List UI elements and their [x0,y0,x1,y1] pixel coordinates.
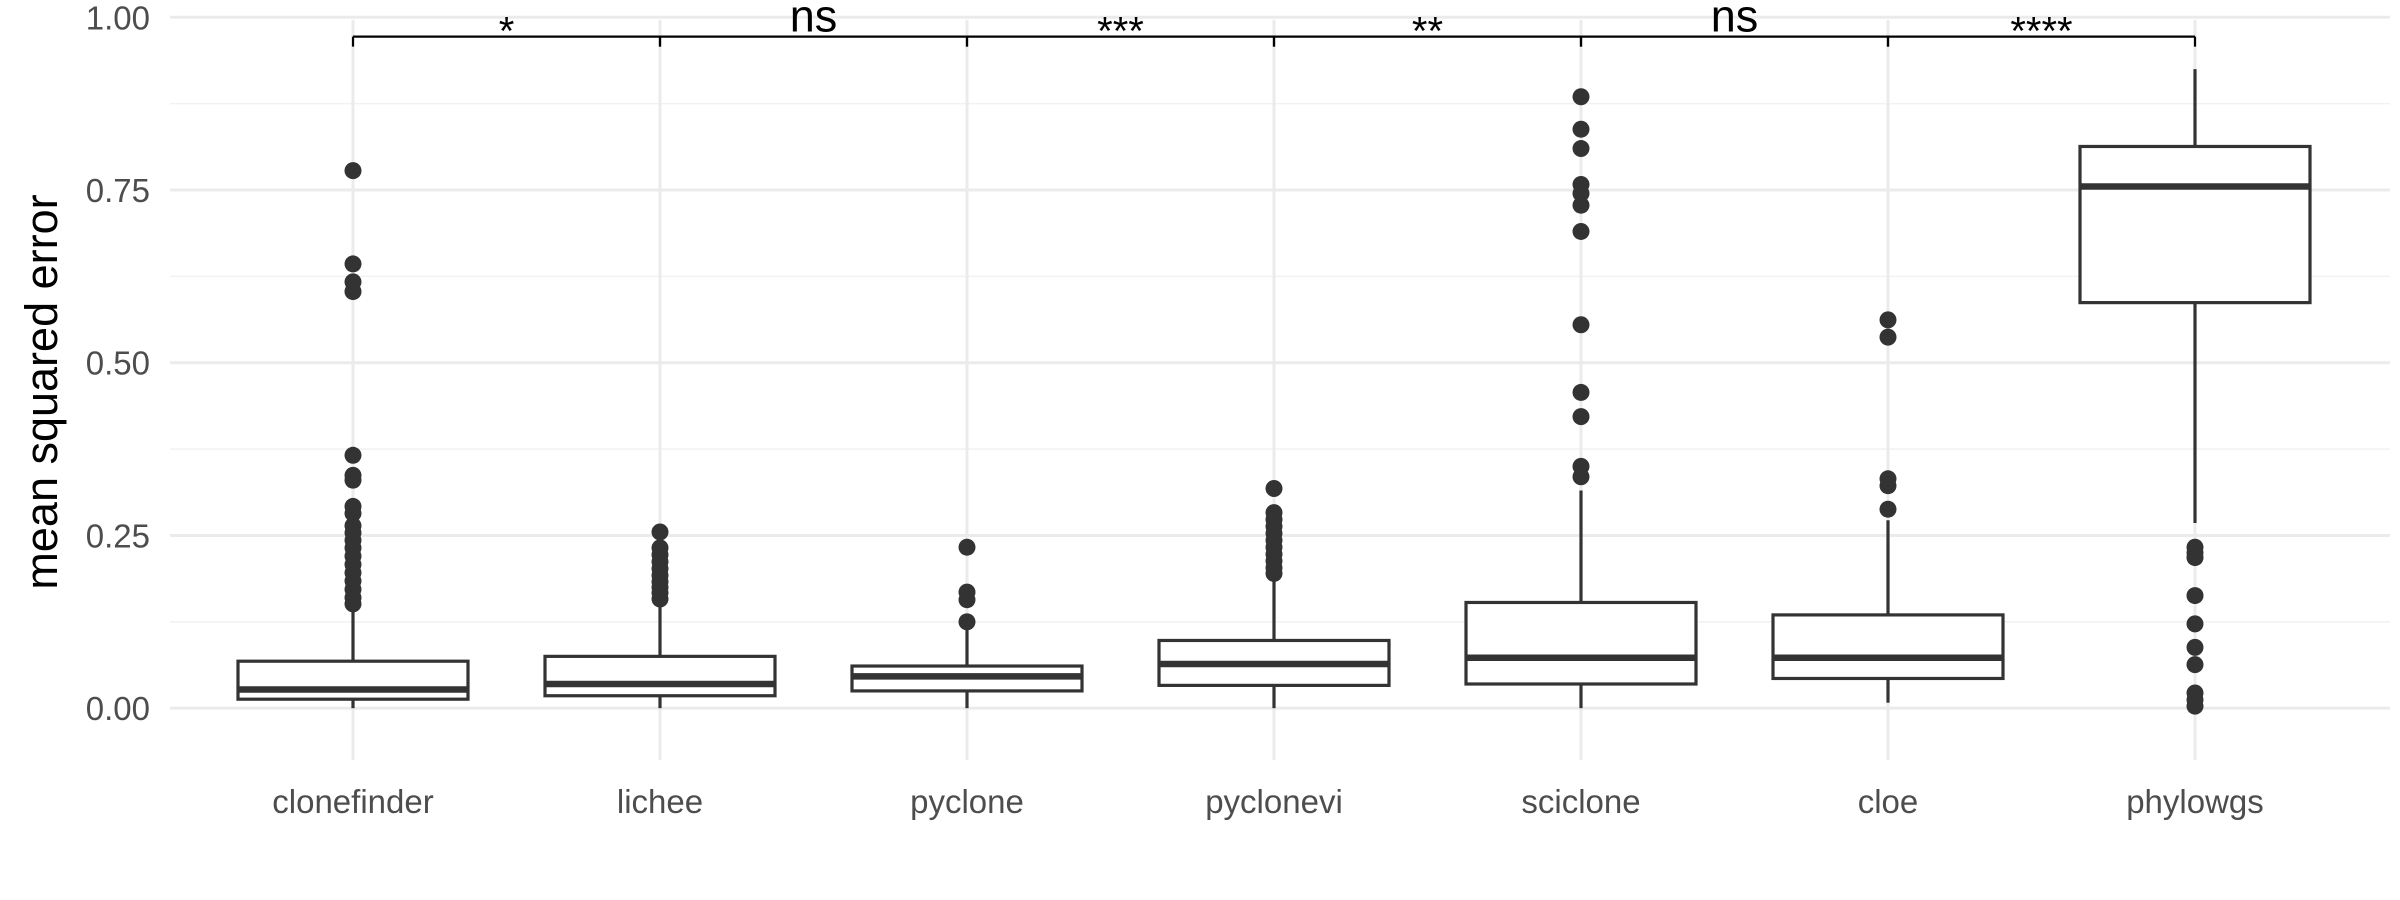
outlier-point [2186,656,2204,674]
box-lichee [543,523,777,709]
x-tick-label: cloe [1858,783,1919,820]
outlier-point [1572,468,1590,486]
significance-label: *** [1097,10,1144,54]
box-phylowgs [2078,69,2312,715]
significance-label: ns [1711,0,1759,42]
box-cloe [1771,311,2005,703]
outlier-point [1879,311,1897,329]
outlier-point [1879,477,1897,495]
significance-label: **** [2010,10,2072,54]
outlier-point [344,162,362,180]
outlier-point [344,255,362,273]
outlier-point [344,504,362,522]
box-body [543,654,777,698]
outlier-point [1572,196,1590,214]
outlier-point [2186,549,2204,567]
outlier-point [1572,140,1590,158]
box-body [2078,144,2312,305]
y-axis-title: mean squared error [16,194,67,589]
y-tick-label: 0.50 [86,345,150,382]
x-tick-label: phylowgs [2126,783,2264,820]
outlier-point [1572,408,1590,426]
outlier-point [958,538,976,556]
box-pyclone [850,538,1084,709]
comparison-pyclonevi-sciclone: ** [1272,10,1583,54]
outlier-point [2186,615,2204,633]
comparison-sciclone-cloe: ns [1579,0,1890,47]
x-tick-label: pyclone [910,783,1024,820]
y-tick-label: 0.75 [86,172,150,209]
outlier-point [2186,587,2204,605]
boxes-layer [236,69,2312,715]
outlier-point [1572,316,1590,334]
box-clonefinder [236,162,470,709]
outlier-point [958,613,976,631]
outlier-point [1572,184,1590,202]
outlier-point [1265,564,1283,582]
outlier-point [344,283,362,301]
outlier-point [344,595,362,613]
x-tick-label: clonefinder [272,783,433,820]
outlier-point [344,446,362,464]
y-tick-label: 0.25 [86,517,150,554]
x-tick-label: pyclonevi [1205,783,1343,820]
y-tick-label: 1.00 [86,0,150,36]
outlier-point [2186,697,2204,715]
box-body [236,659,470,701]
comparison-pyclone-pyclonevi: *** [965,10,1276,54]
x-tick-label: lichee [617,783,703,820]
outlier-point [1572,120,1590,138]
significance-label: ns [790,0,838,42]
outlier-point [1572,88,1590,106]
x-tick-label: sciclone [1521,783,1640,820]
outlier-point [651,590,669,608]
outlier-point [958,591,976,609]
outlier-point [1265,479,1283,497]
box-body [1771,613,2005,681]
comparison-lichee-pyclone: ns [658,0,969,47]
box-pyclonevi [1157,479,1391,709]
outlier-point [1572,222,1590,240]
significance-label: * [499,10,515,54]
box-body [1464,600,1698,686]
outlier-point [651,523,669,541]
box-sciclone [1464,88,1698,709]
y-tick-label: 0.00 [86,690,150,727]
outlier-point [1572,383,1590,401]
comparison-cloe-phylowgs: **** [1886,10,2197,54]
outlier-point [1879,328,1897,346]
outlier-point [1879,500,1897,518]
outlier-point [344,471,362,489]
outlier-point [2186,638,2204,656]
significance-brackets: * ns *** ** ns **** [351,0,2197,54]
axes-labels: 0.00 0.25 0.50 0.75 1.00 clonefinder lichee pyc… [86,0,2264,820]
significance-label: ** [1412,10,1443,54]
